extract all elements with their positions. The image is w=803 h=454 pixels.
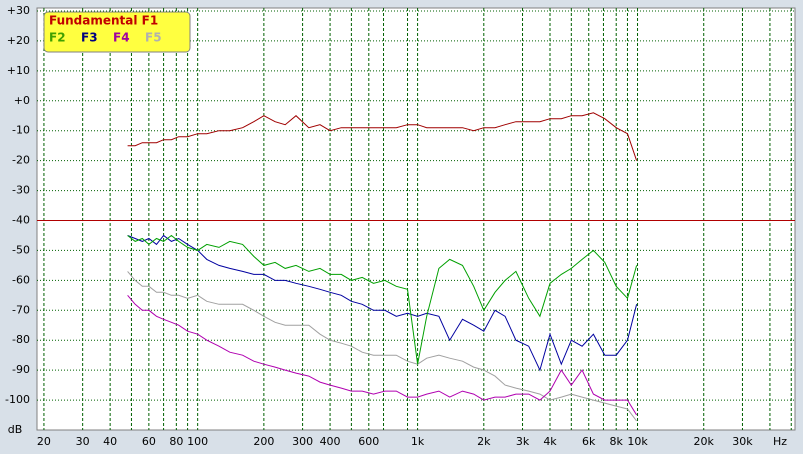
x-tick-label: 1k [411,435,425,448]
x-tick-label: 40 [103,435,117,448]
x-tick-label: 300 [292,435,313,448]
x-tick-label: 80 [169,435,183,448]
legend-entry: F3 [81,31,98,45]
legend-entry: F4 [113,31,130,45]
legend-entry: Fundamental F1 [49,14,158,28]
y-axis-label: dB [8,423,23,436]
y-tick-label: -20 [12,154,30,167]
y-tick-label: -50 [12,243,30,256]
legend-box [43,11,191,53]
x-tick-label: 4k [543,435,557,448]
x-tick-label: 2k [477,435,491,448]
y-tick-label: -30 [12,184,30,197]
y-tick-label: -90 [12,363,30,376]
x-tick-label: 200 [253,435,274,448]
x-tick-label: 3k [516,435,530,448]
x-tick-label: 30k [732,435,753,448]
x-tick-label: 6k [582,435,596,448]
x-axis-label: Hz [773,435,787,448]
x-tick-label: 8k [610,435,624,448]
x-tick-label: 10k [627,435,648,448]
legend-entry: F5 [145,31,162,45]
x-tick-label: 30 [76,435,90,448]
y-tick-label: +30 [7,4,30,17]
y-tick-label: +10 [7,64,30,77]
series-line [127,112,638,161]
legend-entry: F2 [49,31,66,45]
y-tick-label: -80 [12,333,30,346]
y-tick-label: +0 [14,94,30,107]
y-tick-label: +20 [7,34,30,47]
y-tick-label: -10 [12,124,30,137]
y-tick-label: -100 [5,393,30,406]
y-tick-label: -60 [12,273,30,286]
x-tick-label: 600 [358,435,379,448]
series-line [127,294,638,416]
series-line [127,234,638,365]
x-tick-label: 20 [37,435,51,448]
x-tick-label: 400 [320,435,341,448]
x-tick-label: 100 [187,435,208,448]
series-line [127,271,637,422]
y-tick-label: -40 [12,213,30,226]
x-tick-label: 60 [142,435,156,448]
series-line [127,234,638,372]
series-lines [37,112,795,422]
y-tick-label: -70 [12,303,30,316]
x-tick-label: 20k [694,435,715,448]
legend: Fundamental F1 F2 F3 F4 F5 [49,14,162,45]
